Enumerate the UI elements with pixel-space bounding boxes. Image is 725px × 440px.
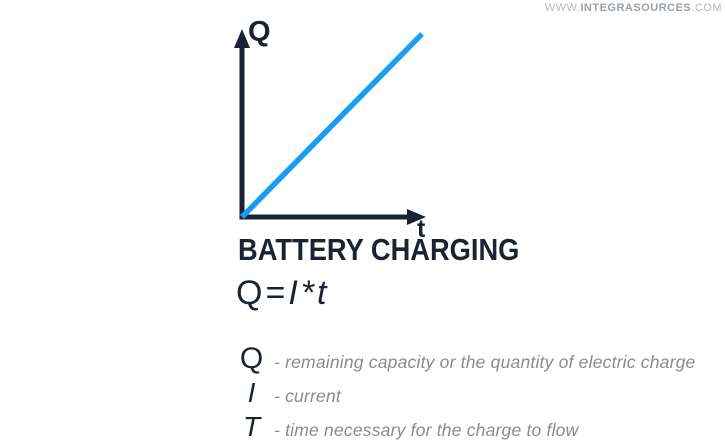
legend-symbol: Q: [239, 342, 264, 375]
legend-row: T - time necessary for the charge to flo…: [238, 410, 695, 440]
legend-row: I - current: [238, 377, 695, 409]
watermark-prefix: WWW.: [544, 2, 581, 14]
legend-description: - remaining capacity or the quantity of …: [274, 352, 696, 372]
chart-canvas: [234, 29, 426, 225]
formula-rhs: I*t: [288, 274, 330, 312]
x-axis-label: t: [417, 215, 426, 243]
legend: Q - remaining capacity or the quantity o…: [238, 342, 695, 440]
y-axis-label: Q: [248, 16, 271, 48]
formula-lhs: Q=: [236, 274, 289, 312]
x-axis-arrowhead-icon: [407, 209, 426, 225]
charging-chart: Q t: [228, 16, 458, 246]
y-axis-arrowhead-icon: [234, 29, 250, 48]
watermark-suffix: .COM: [691, 2, 722, 14]
legend-symbol: T: [242, 410, 261, 440]
legend-row: Q - remaining capacity or the quantity o…: [238, 342, 695, 375]
watermark: WWW.INTEGRASOURCES.COM: [545, 2, 722, 14]
watermark-brand: INTEGRASOURCES: [580, 2, 692, 14]
diagram-title: BATTERY CHARGING: [238, 232, 520, 267]
formula: Q=I*t: [236, 274, 329, 313]
charge-vs-time-line: [240, 32, 424, 219]
legend-description: - time necessary for the charge to flow: [274, 419, 579, 440]
legend-description: - current: [274, 386, 341, 406]
legend-symbol: I: [247, 377, 256, 408]
